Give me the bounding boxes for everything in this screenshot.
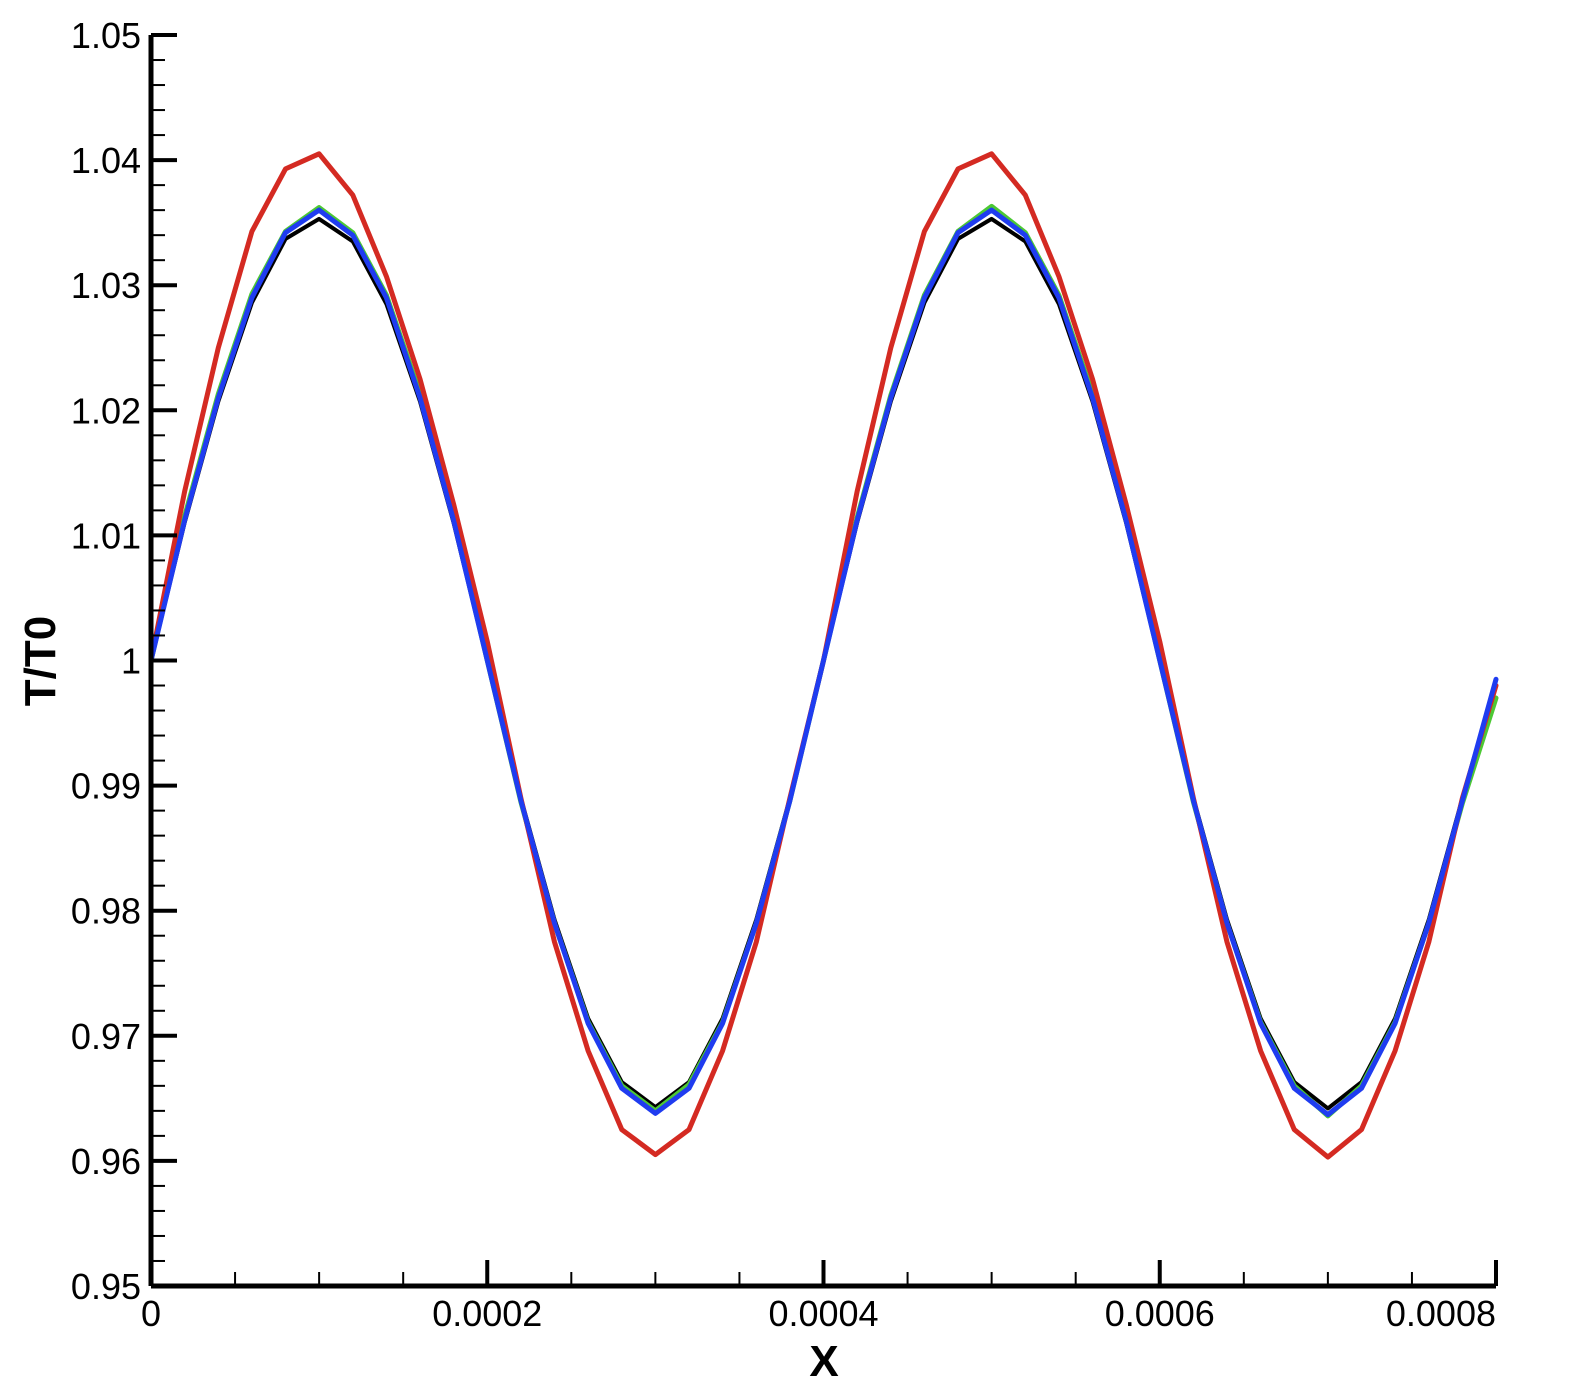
x-axis-title: X (809, 1337, 838, 1386)
y-tick-label: 1.04 (71, 140, 141, 181)
ticks (149, 33, 1498, 1288)
x-tick-label: 0 (141, 1293, 161, 1334)
x-tick-label: 0.0002 (432, 1293, 542, 1334)
series-layer (148, 151, 1499, 1160)
y-tick-label: 0.97 (71, 1016, 141, 1057)
x-tick-label: 0.0004 (768, 1293, 878, 1334)
series-line-3 (148, 207, 1499, 1118)
y-tick-label: 1.02 (71, 390, 141, 431)
y-tick-label: 0.98 (71, 891, 141, 932)
y-tick-label: 1.01 (71, 515, 141, 556)
x-tick-label: 0.0008 (1386, 1293, 1496, 1334)
y-tick-label: 1.05 (71, 15, 141, 56)
y-tick-label: 0.96 (71, 1141, 141, 1182)
x-tick-label: 0.0006 (1105, 1293, 1215, 1334)
y-tick-label: 0.95 (71, 1266, 141, 1307)
y-axis-title: T/T0 (16, 616, 65, 706)
tick-labels: 0.95 0.96 0.97 0.98 0.99 1 1.01 1.02 1.03 1.04 1.0… (71, 15, 1496, 1334)
y-tick-label: 0.99 (71, 766, 141, 807)
y-tick-label: 1.03 (71, 265, 141, 306)
y-tick-label: 1 (121, 641, 141, 682)
